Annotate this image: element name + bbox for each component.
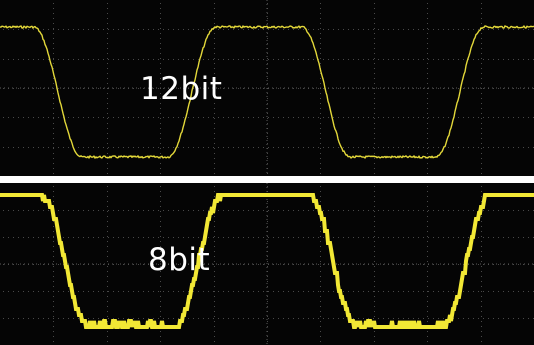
waveform-trace-8bit (0, 193, 534, 329)
scope-grid-8bit (0, 183, 534, 345)
resolution-label-8bit: 8bit (148, 242, 211, 278)
waveform-trace-12bit (0, 25, 534, 159)
scope-panel-8bit (0, 183, 534, 345)
scope-grid-12bit (0, 0, 534, 176)
scope-panel-12bit (0, 0, 534, 176)
resolution-label-12bit: 12bit (140, 71, 223, 107)
